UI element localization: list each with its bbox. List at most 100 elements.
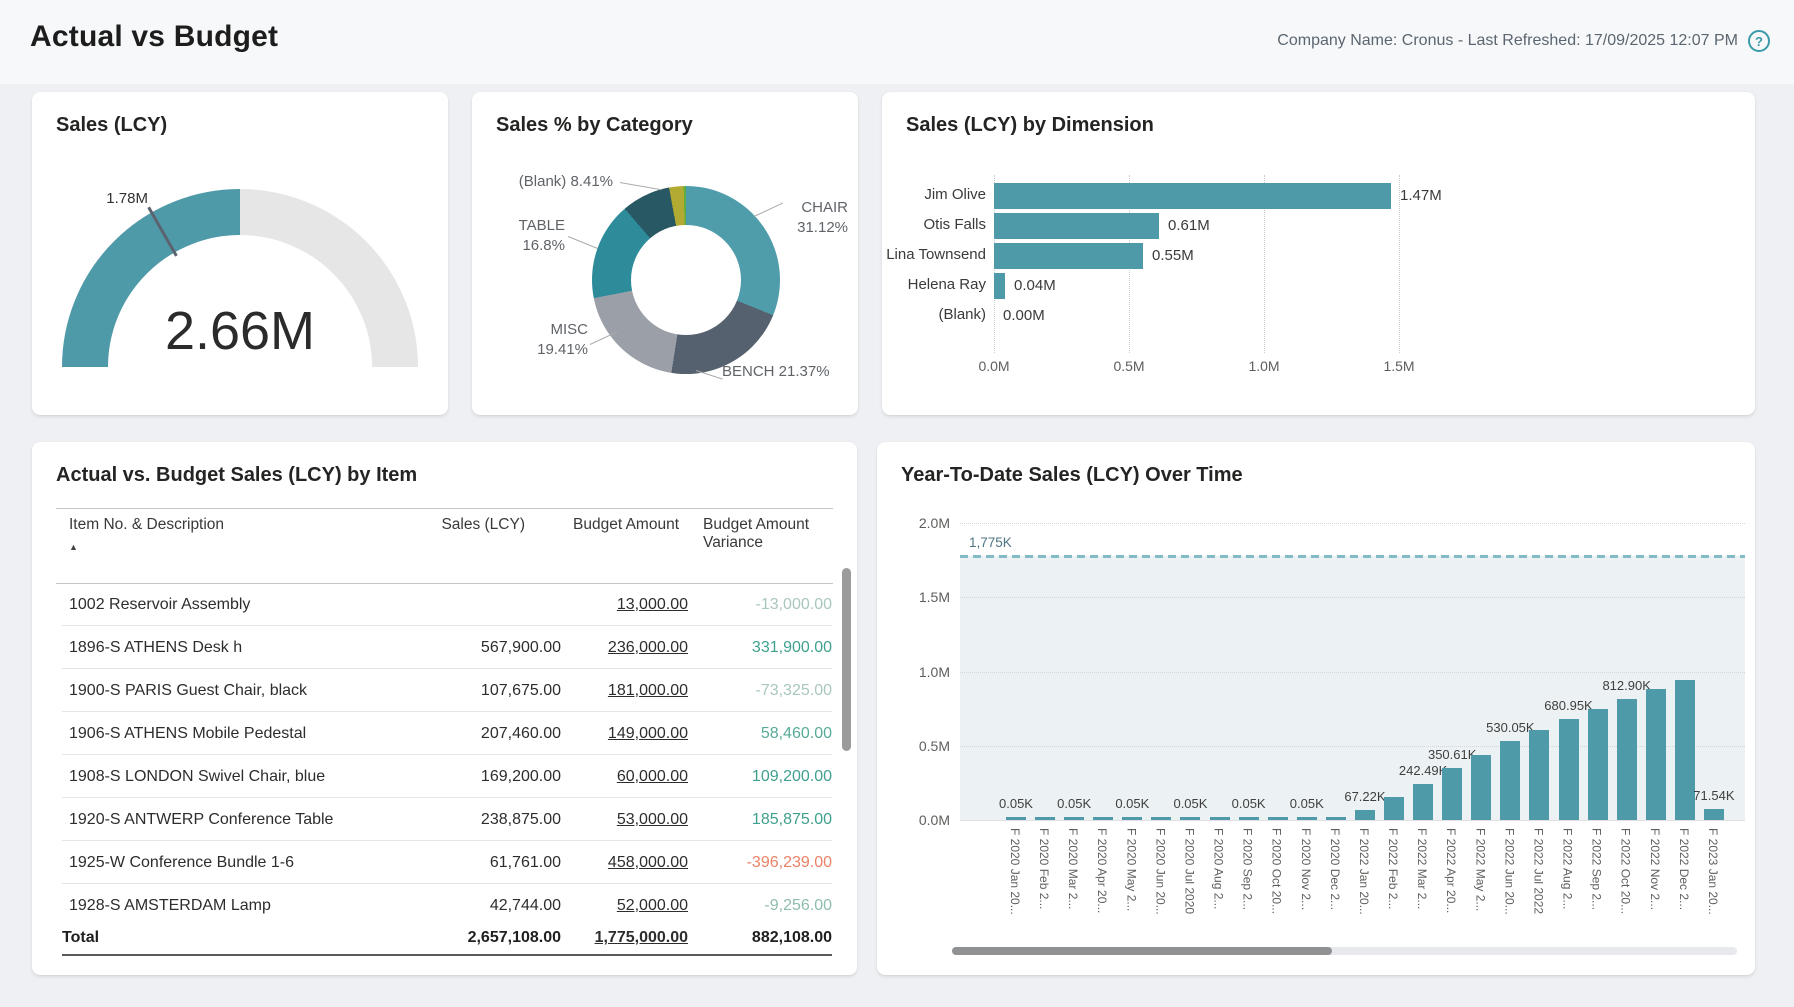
total-sales: 2,657,108.00: [467, 929, 561, 946]
ytd-bar-17[interactable]: [1471, 754, 1492, 820]
col-header-budget[interactable]: Budget Amount: [573, 516, 679, 533]
dimension-category-label: Otis Falls: [923, 216, 986, 233]
cell-budget-amount: 181,000.00: [561, 669, 688, 712]
col-header-sales[interactable]: Sales (LCY): [441, 516, 525, 533]
cell-budget-variance: -9,256.00: [764, 897, 832, 914]
donut-title: Sales % by Category: [496, 114, 693, 136]
cell-budget-variance: -73,325.00: [755, 682, 832, 699]
ytd-bar-18[interactable]: [1500, 741, 1521, 820]
table-row[interactable]: 1925-W Conference Bundle 1-6 61,761.00 458…: [62, 841, 832, 884]
ytd-bar-12[interactable]: [1325, 817, 1346, 820]
table-vertical-scrollbar[interactable]: [842, 568, 851, 751]
sort-ascending-icon[interactable]: ▲: [69, 542, 78, 552]
ytd-bar-25[interactable]: [1703, 809, 1724, 820]
budget-amount-link[interactable]: 149,000.00: [607, 725, 688, 742]
cell-budget-variance: 331,900.00: [751, 639, 832, 656]
table-row[interactable]: 1900-S PARIS Guest Chair, black 107,675.0…: [62, 669, 832, 712]
ytd-bar-1[interactable]: [1006, 817, 1026, 820]
ytd-bar-15[interactable]: [1413, 783, 1434, 820]
ytd-bar-3[interactable]: [1064, 817, 1085, 820]
ytd-bar-21[interactable]: [1587, 709, 1608, 820]
cell-item-description: 1896-S ATHENS Desk h: [69, 639, 243, 656]
budget-amount-link[interactable]: 53,000.00: [616, 811, 688, 828]
total-label: Total: [62, 929, 100, 946]
table-header-top-rule: [56, 508, 833, 509]
ytd-bar-value-label: 530.05K: [1486, 720, 1535, 736]
ytd-horizontal-scrollbar-thumb[interactable]: [952, 947, 1332, 955]
ytd-x-category-label: F 2020 Feb 2...: [1037, 828, 1052, 910]
ytd-x-category-label: F 2020 Jan 20...: [1008, 828, 1022, 914]
ytd-bar-14[interactable]: [1384, 796, 1405, 820]
dimension-bar-lina-townsend[interactable]: [994, 243, 1143, 269]
ytd-bar-5[interactable]: [1122, 817, 1143, 820]
col-header-variance[interactable]: Budget Amount Variance: [703, 516, 809, 551]
table-row[interactable]: 1928-S AMSTERDAM Lamp 42,744.00 52,000.00 -…: [62, 884, 832, 920]
dimension-x-tick: 1.0M: [1248, 358, 1280, 374]
ytd-bar-20[interactable]: [1558, 718, 1579, 820]
cell-item-description: 1928-S AMSTERDAM Lamp: [69, 897, 271, 914]
ytd-x-category-label: F 2022 May 2...: [1473, 828, 1488, 912]
ytd-bar-16[interactable]: [1442, 767, 1463, 820]
cell-budget-amount: 236,000.00: [561, 626, 688, 669]
ytd-x-category-label: F 2022 Jan 20...: [1356, 828, 1371, 914]
dimension-bar-jim-olive[interactable]: [994, 183, 1391, 209]
cell-item-description: 1920-S ANTWERP Conference Table: [69, 811, 334, 828]
budget-amount-link[interactable]: 52,000.00: [616, 897, 688, 914]
ytd-x-category-label: F 2023 Jan 20...: [1705, 828, 1720, 914]
dimension-bar-otis-falls[interactable]: [994, 213, 1159, 239]
ytd-bar-9[interactable]: [1238, 817, 1259, 820]
ytd-x-category-label: F 2022 Dec 2...: [1676, 828, 1691, 911]
table-row[interactable]: 1908-S LONDON Swivel Chair, blue 169,200.…: [62, 755, 832, 798]
ytd-bar-6[interactable]: [1151, 817, 1172, 820]
ytd-bar-22[interactable]: [1616, 699, 1637, 820]
table-row[interactable]: 1906-S ATHENS Mobile Pedestal 207,460.00 1…: [62, 712, 832, 755]
card-ytd-sales-over-time: Year-To-Date Sales (LCY) Over Time 2.0M 1…: [877, 442, 1755, 975]
budget-amount-link[interactable]: 236,000.00: [607, 639, 688, 656]
ytd-bar-4[interactable]: [1093, 817, 1114, 820]
ytd-bar-24[interactable]: [1674, 679, 1695, 820]
ytd-bar-13[interactable]: [1354, 810, 1375, 820]
ytd-bar-19[interactable]: [1529, 730, 1550, 820]
ytd-reference-line-label: 1,775K: [969, 535, 1012, 550]
help-icon[interactable]: ?: [1748, 30, 1770, 52]
cell-budget-amount: 52,000.00: [561, 884, 688, 920]
cell-budget-amount: 53,000.00: [561, 798, 688, 841]
cell-budget-variance: -13,000.00: [755, 596, 832, 613]
table-row[interactable]: 1896-S ATHENS Desk h 567,900.00 236,000.00…: [62, 626, 832, 669]
table-header-row: Item No. & Description ▲ Sales (LCY) Bud…: [62, 516, 832, 552]
budget-amount-link[interactable]: 60,000.00: [616, 768, 688, 785]
ytd-bar-8[interactable]: [1209, 817, 1230, 820]
gauge-chart[interactable]: [32, 92, 448, 415]
budget-amount-link[interactable]: 458,000.00: [607, 854, 688, 871]
donut-label-bench: BENCH 21.37%: [722, 363, 830, 380]
ytd-bar-value-label: 680.95K: [1544, 697, 1593, 713]
ytd-x-category-label: F 2020 Jun 20...: [1153, 828, 1168, 914]
cell-budget-variance: 109,200.00: [751, 768, 832, 785]
gauge-target-marker: [147, 206, 178, 257]
table-row[interactable]: 1920-S ANTWERP Conference Table 238,875.0…: [62, 798, 832, 841]
budget-amount-link[interactable]: 13,000.00: [616, 596, 688, 613]
ytd-horizontal-scrollbar-track[interactable]: [952, 947, 1737, 955]
ytd-bar-value-label: 0.05K: [1115, 796, 1150, 811]
ytd-bar-10[interactable]: [1267, 817, 1288, 820]
ytd-bar-2[interactable]: [1035, 817, 1056, 820]
gauge-title: Sales (LCY): [56, 114, 168, 136]
ytd-bar-7[interactable]: [1180, 817, 1201, 820]
cell-budget-amount: 149,000.00: [561, 712, 688, 755]
ytd-x-category-label: F 2020 Jul 2020: [1182, 828, 1197, 914]
dimension-bar-helena-ray[interactable]: [994, 273, 1005, 299]
total-budget-link[interactable]: 1,775,000.00: [594, 929, 688, 946]
ytd-x-category-label: F 2022 Mar 2...: [1415, 828, 1430, 910]
donut-chart[interactable]: [592, 186, 780, 374]
dimension-value-label: 0.00M: [1003, 307, 1045, 324]
gauge-fill-arc: [62, 189, 418, 368]
table-header-bottom-rule: [56, 583, 833, 584]
col-header-item[interactable]: Item No. & Description ▲: [62, 516, 382, 552]
ytd-bar-11[interactable]: [1296, 817, 1317, 820]
budget-amount-link[interactable]: 181,000.00: [607, 682, 688, 699]
ytd-bar-23[interactable]: [1645, 689, 1666, 820]
table-row[interactable]: 1002 Reservoir Assembly 13,000.00 -13,000.…: [62, 583, 832, 626]
cell-budget-variance: 58,460.00: [760, 725, 832, 742]
cell-budget-variance: 185,875.00: [751, 811, 832, 828]
ytd-x-category-label: F 2022 Jul 2022: [1531, 828, 1546, 914]
